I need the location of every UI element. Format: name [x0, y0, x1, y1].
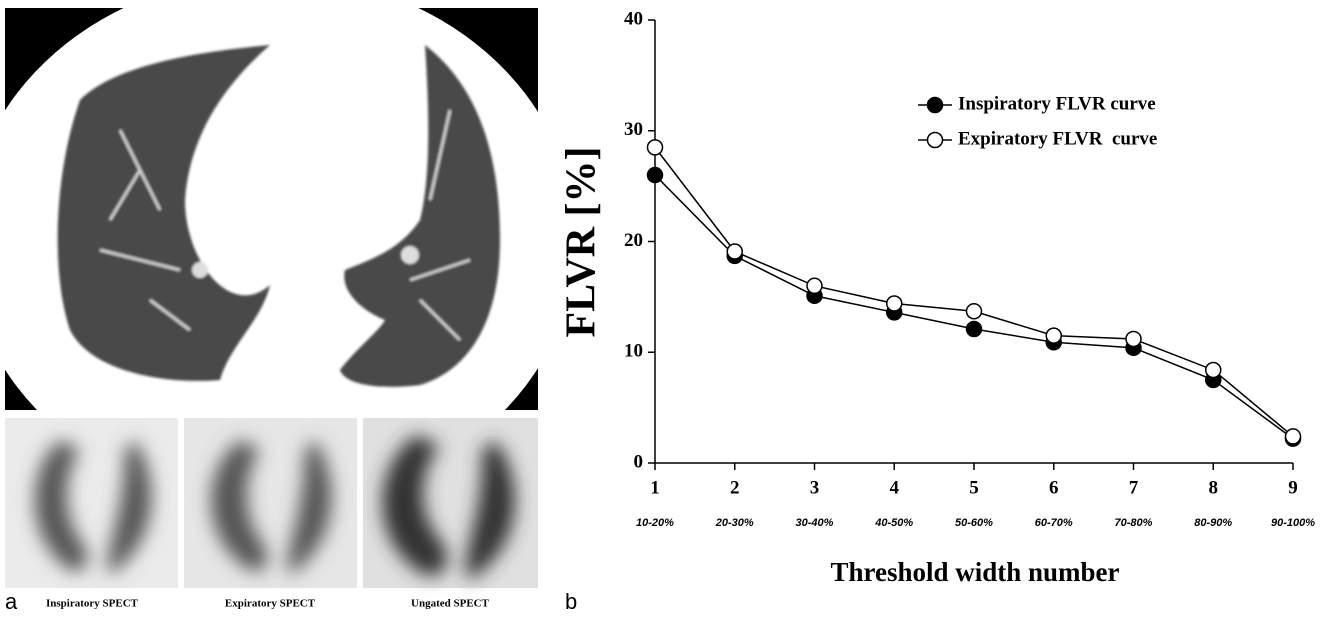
- x-sublabel: 40-50%: [874, 517, 913, 529]
- x-tick-label: 3: [810, 477, 820, 498]
- y-tick-label: 20: [624, 230, 643, 251]
- x-sublabel: 30-40%: [796, 517, 834, 529]
- spect-caption: Inspiratory SPECT: [46, 598, 139, 610]
- x-axis-label: Threshold width number: [830, 557, 1119, 587]
- x-tick-label: 1: [650, 477, 660, 498]
- marker: [965, 303, 983, 320]
- legend-marker: [926, 96, 944, 114]
- marker: [646, 139, 664, 156]
- x-tick-label: 5: [969, 477, 979, 498]
- panel-label: b: [565, 589, 577, 614]
- marker: [646, 166, 664, 184]
- legend-label: Inspiratory FLVR curve: [958, 93, 1156, 114]
- marker: [1045, 327, 1062, 344]
- x-sublabel: 20-30%: [715, 517, 754, 529]
- x-sublabel: 50-60%: [955, 517, 993, 529]
- spect-caption: Ungated SPECT: [411, 598, 490, 610]
- legend-marker: [926, 131, 944, 149]
- x-tick-label: 7: [1129, 477, 1139, 498]
- y-axis-label: FLVR [%]: [559, 147, 605, 338]
- marker: [965, 320, 983, 338]
- series-line: [654, 146, 1294, 437]
- x-sublabel: 10-20%: [636, 517, 674, 529]
- panel-label: a: [5, 589, 18, 614]
- y-tick-label: 40: [624, 8, 643, 29]
- marker: [1284, 428, 1302, 445]
- y-tick-label: 0: [634, 451, 644, 472]
- spect-images: [5, 418, 538, 588]
- marker: [886, 295, 903, 312]
- x-tick-label: 6: [1049, 477, 1059, 498]
- ct-image: [5, 8, 538, 410]
- x-tick-label: 8: [1209, 477, 1219, 498]
- spect-caption: Expiratory SPECT: [225, 598, 316, 610]
- marker: [1125, 330, 1142, 348]
- marker: [726, 243, 743, 260]
- marker: [1205, 361, 1222, 379]
- y-tick-label: 30: [624, 119, 643, 140]
- x-sublabel: 90-100%: [1271, 517, 1315, 529]
- y-tick-label: 10: [624, 341, 643, 362]
- x-tick-label: 2: [730, 477, 740, 498]
- x-tick-label: 9: [1288, 477, 1298, 498]
- x-sublabel: 70-80%: [1115, 517, 1153, 529]
- x-tick-label: 4: [890, 477, 900, 498]
- legend-label: Expiratory FLVR curve: [958, 128, 1157, 149]
- x-sublabel: 60-70%: [1035, 517, 1073, 529]
- x-sublabel: 80-90%: [1194, 517, 1232, 529]
- marker: [806, 277, 823, 295]
